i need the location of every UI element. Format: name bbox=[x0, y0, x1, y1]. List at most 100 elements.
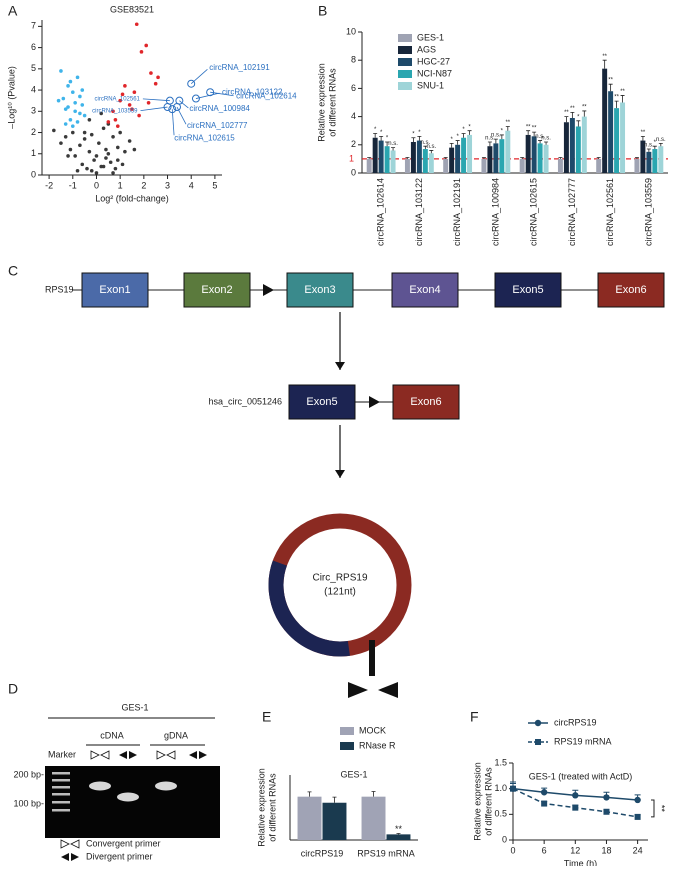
marker-label: Marker bbox=[48, 749, 76, 759]
exon bbox=[81, 272, 149, 308]
exon bbox=[183, 272, 251, 308]
panel-label: F bbox=[470, 709, 479, 725]
significance-label: ** bbox=[608, 78, 613, 84]
primer-icon bbox=[156, 750, 176, 760]
scatter-point bbox=[115, 158, 120, 162]
splice-marker bbox=[369, 396, 380, 408]
significance-label: ** bbox=[614, 95, 619, 101]
significance-label: * bbox=[501, 129, 504, 135]
scatter-point bbox=[63, 107, 68, 111]
scatter-point bbox=[82, 137, 87, 141]
significance-label: * bbox=[468, 124, 471, 130]
y-tick-label: 2 bbox=[351, 139, 356, 149]
scatter-point bbox=[111, 134, 115, 139]
legend-label: SNU-1 bbox=[417, 80, 444, 90]
panel-label: C bbox=[8, 263, 18, 279]
x-tick-label: RPS19 mRNA bbox=[357, 848, 415, 858]
scatter-point bbox=[66, 154, 70, 158]
y-tick-label: 8 bbox=[351, 55, 356, 65]
annotated-point bbox=[173, 103, 181, 112]
x-tick-label: 0 bbox=[510, 845, 515, 855]
y-axis-label: Relative expression bbox=[316, 63, 326, 142]
scatter-point bbox=[75, 120, 80, 124]
annotation: circRNA_102777 bbox=[187, 121, 248, 130]
bar bbox=[640, 140, 646, 173]
annotated-point bbox=[163, 103, 172, 112]
bar bbox=[519, 158, 525, 173]
x-tick-label: -1 bbox=[69, 180, 77, 190]
error-bar bbox=[391, 147, 396, 151]
x-tick-label: circRPS19 bbox=[301, 848, 344, 858]
legend-label: AGS bbox=[417, 44, 436, 54]
bar bbox=[614, 108, 620, 173]
significance-label: ** bbox=[395, 824, 403, 834]
y-tick-label: 10 bbox=[346, 26, 356, 36]
significance-label: ** bbox=[620, 89, 625, 95]
primer-icon bbox=[90, 750, 110, 760]
exon bbox=[392, 384, 460, 420]
x-tick-label: circRNA_102191 bbox=[452, 178, 462, 246]
y-tick-label: 0 bbox=[351, 167, 356, 177]
annotation-arrow bbox=[176, 106, 187, 125]
bar bbox=[646, 151, 652, 173]
scatter-point bbox=[130, 107, 134, 111]
bar bbox=[658, 146, 664, 173]
significance-label: * bbox=[418, 130, 421, 136]
y-axis-label: Relative expression bbox=[472, 762, 482, 841]
scatter-point bbox=[78, 94, 82, 99]
annotation: circRNA_103122 bbox=[222, 88, 283, 97]
legend-swatch bbox=[398, 58, 412, 66]
x-tick-label: circRNA_102561 bbox=[605, 178, 615, 246]
gel-band bbox=[117, 792, 139, 802]
size-label: 100 bp- bbox=[13, 798, 44, 808]
scatter-point bbox=[56, 98, 61, 103]
bar bbox=[634, 158, 640, 173]
size-label: 200 bp- bbox=[13, 769, 44, 779]
scatter-point bbox=[127, 139, 132, 143]
error-bar bbox=[429, 150, 434, 154]
legend-label: NCI-N87 bbox=[417, 68, 452, 78]
scatter-point bbox=[92, 158, 96, 162]
error-bar bbox=[371, 791, 376, 797]
y-tick-label: 6 bbox=[351, 83, 356, 93]
x-tick-label: 1 bbox=[118, 180, 123, 190]
error-bar bbox=[640, 135, 645, 141]
y-tick-label: 3 bbox=[31, 106, 36, 116]
significance-label: * bbox=[654, 140, 657, 146]
legend-primer bbox=[60, 839, 80, 849]
bar bbox=[569, 118, 575, 173]
scatter-point bbox=[80, 162, 85, 167]
panel-label: B bbox=[318, 3, 327, 19]
legend-label: MOCK bbox=[359, 725, 386, 735]
x-tick-label: circRNA_102614 bbox=[376, 178, 386, 246]
error-bar bbox=[417, 135, 422, 141]
error-bar bbox=[379, 135, 384, 141]
primer bbox=[348, 682, 368, 698]
annotation-arrow bbox=[210, 91, 234, 97]
annotation-arrow bbox=[195, 92, 220, 99]
x-axis-label: Time (h) bbox=[564, 858, 597, 866]
error-bar bbox=[481, 157, 486, 159]
error-bar bbox=[570, 111, 575, 119]
bar bbox=[596, 158, 602, 173]
scatter-point bbox=[111, 109, 115, 114]
chart-title: GES-1 (treated with ActD) bbox=[529, 771, 633, 781]
chart-title: GES-1 bbox=[340, 769, 367, 779]
error-bar bbox=[411, 137, 416, 142]
error-bar bbox=[652, 145, 657, 150]
legend-label: Convergent primer bbox=[86, 838, 161, 848]
bar bbox=[443, 158, 449, 173]
gel-band bbox=[89, 781, 111, 791]
scatter-point bbox=[59, 141, 63, 145]
y-tick-label: 5 bbox=[31, 63, 36, 73]
scatter-point bbox=[85, 166, 89, 171]
ladder-band bbox=[52, 779, 70, 782]
scatter-point bbox=[111, 171, 115, 175]
significance-label: n.s. bbox=[541, 136, 551, 142]
y-tick-label: 4 bbox=[31, 84, 36, 94]
scatter-point bbox=[118, 130, 122, 135]
primer bbox=[378, 682, 398, 698]
bar bbox=[416, 140, 422, 173]
legend-swatch bbox=[398, 70, 412, 78]
error-bar bbox=[307, 791, 312, 797]
